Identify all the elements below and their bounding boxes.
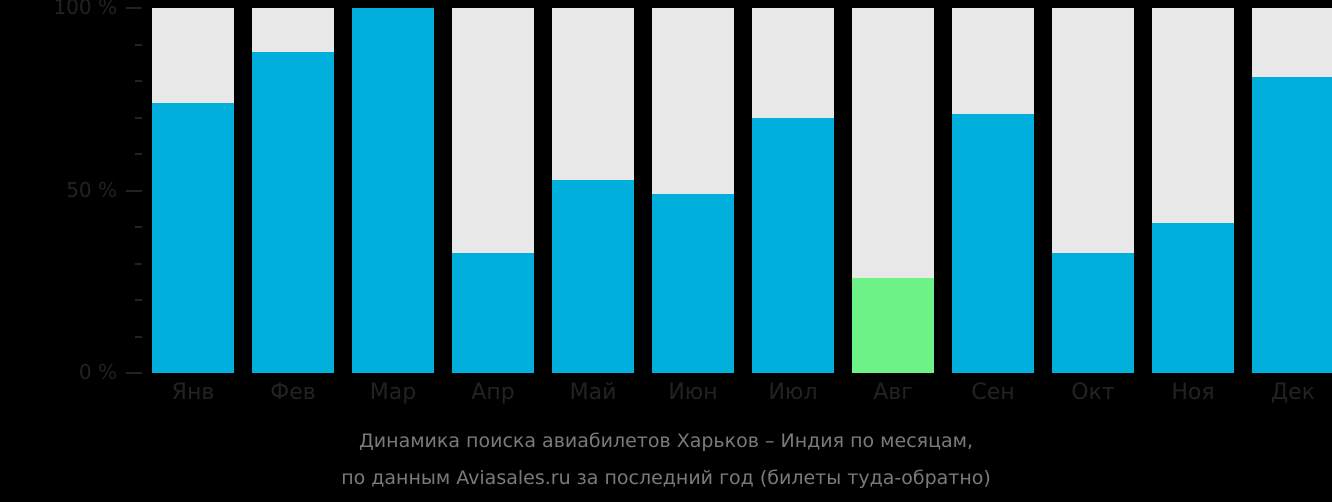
y-tick-label: 100 %	[53, 0, 117, 19]
y-tick	[126, 7, 142, 9]
bar-track	[352, 8, 434, 373]
bar-track	[752, 8, 834, 373]
bar-2	[352, 8, 434, 373]
bar-9	[1052, 252, 1134, 373]
x-tick-label: Янв	[171, 380, 215, 405]
bar-8	[952, 113, 1034, 373]
x-tick-label: Мар	[369, 380, 417, 405]
x-tick-label: Фев	[270, 380, 316, 405]
bar-track	[852, 8, 934, 373]
bar-0	[152, 102, 234, 373]
bar-track	[552, 8, 634, 373]
y-tick	[135, 262, 142, 265]
bar-track	[152, 8, 234, 373]
y-tick	[135, 80, 142, 82]
x-tick-label: Сен	[971, 380, 1015, 405]
x-tick-label: Июл	[768, 380, 818, 405]
bar-5	[652, 194, 734, 373]
bar-6	[752, 117, 834, 373]
bar-4	[552, 179, 634, 373]
y-tick	[135, 335, 142, 338]
y-tick-label: 0 %	[78, 360, 117, 384]
bar-10	[1152, 223, 1234, 373]
bar-track	[452, 8, 534, 373]
y-tick	[135, 226, 142, 228]
y-tick-label: 50 %	[66, 177, 117, 202]
bar-3	[452, 252, 534, 373]
y-tick	[126, 372, 142, 374]
bar-track	[252, 8, 334, 373]
chart-title: Динамика поиска авиабилетов Харьков – Ин…	[358, 430, 974, 452]
x-tick-label: Окт	[1071, 380, 1115, 405]
chart-subtitle: по данным Aviasales.ru за последний год …	[341, 467, 991, 489]
y-tick	[126, 189, 142, 192]
bar-track	[652, 8, 734, 373]
x-tick-label: Июн	[668, 380, 718, 405]
y-tick	[135, 43, 142, 46]
bar-track	[952, 8, 1034, 373]
y-tick	[135, 116, 142, 119]
bar-track	[1152, 8, 1234, 373]
x-tick-label: Ноя	[1171, 380, 1215, 405]
x-tick-label: Апр	[471, 380, 515, 405]
x-tick-label: Май	[569, 380, 617, 405]
x-tick-label: Дек	[1270, 380, 1315, 405]
x-tick-label: Авг	[873, 380, 913, 405]
y-tick	[135, 299, 142, 301]
bar-11	[1252, 77, 1332, 373]
y-tick	[135, 153, 142, 155]
bar-1	[252, 51, 334, 373]
bar-7	[852, 278, 934, 373]
bar-track	[1052, 8, 1134, 373]
bar-track	[1252, 8, 1332, 373]
